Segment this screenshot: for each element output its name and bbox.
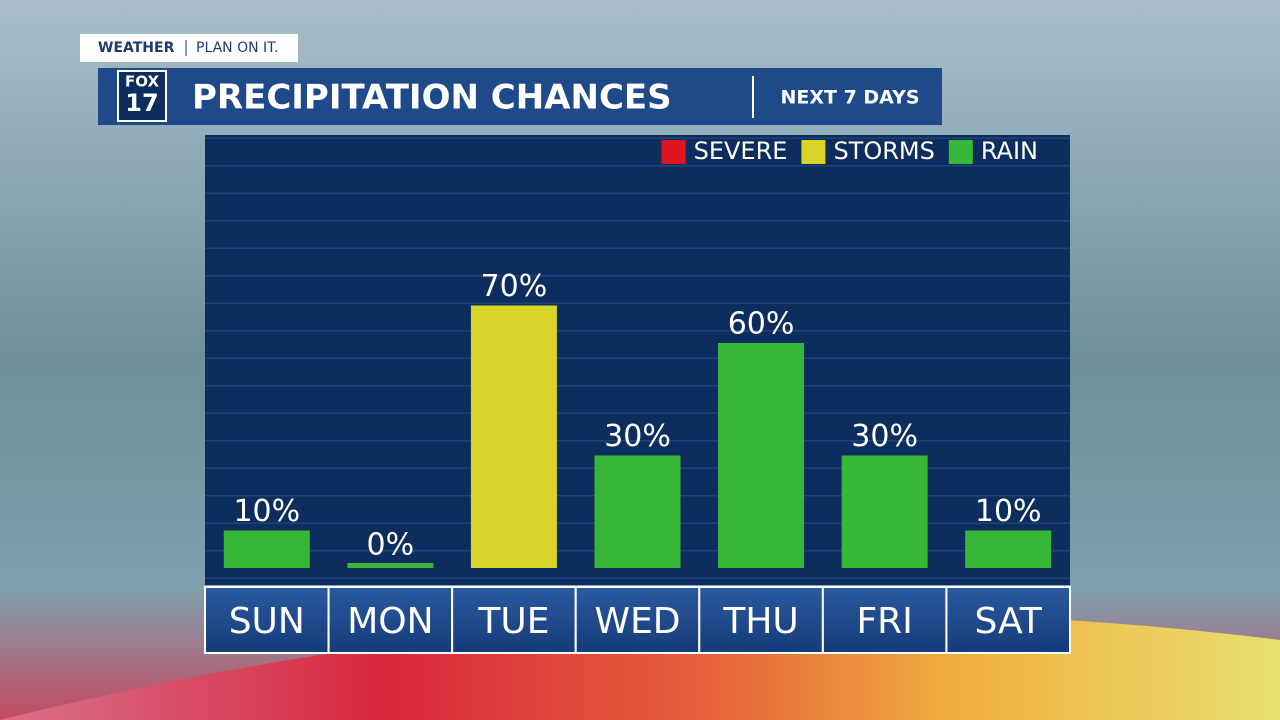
x-tick-label: FRI	[856, 601, 912, 642]
legend-label: SEVERE	[694, 137, 788, 165]
x-tick-label: TUE	[477, 601, 549, 642]
x-tick-label: THU	[722, 601, 798, 642]
x-tick-label: MON	[347, 601, 433, 642]
chart-title: PRECIPITATION CHANCES	[192, 78, 672, 118]
legend-swatch	[801, 140, 826, 164]
x-tick-label: WED	[594, 601, 680, 642]
bar	[718, 343, 805, 568]
value-label: 0%	[367, 528, 415, 563]
bar	[347, 563, 434, 568]
x-tick-label: SAT	[975, 601, 1043, 642]
value-label: 70%	[481, 269, 548, 304]
legend-swatch	[661, 140, 686, 164]
bar	[965, 530, 1052, 568]
bar	[841, 455, 928, 568]
value-label: 30%	[604, 419, 671, 454]
day-box	[451, 586, 577, 654]
day-box	[574, 586, 701, 654]
tagline: PLAN ON IT.	[196, 40, 278, 56]
brand-tag	[80, 34, 298, 62]
logo-top: FOX	[125, 73, 159, 91]
x-tick-label: SUN	[229, 601, 305, 642]
value-label: 30%	[851, 419, 918, 454]
value-label: 60%	[728, 307, 795, 342]
logo	[117, 70, 167, 122]
bar	[470, 305, 557, 568]
section: WEATHER	[98, 40, 175, 56]
day-box	[945, 586, 1072, 654]
legend-label: STORMS	[833, 137, 934, 165]
day-box	[327, 586, 454, 654]
bar	[223, 530, 310, 568]
day-box	[698, 586, 824, 654]
title-bar	[98, 68, 942, 125]
bar	[594, 455, 681, 568]
value-label: 10%	[233, 494, 300, 529]
chart-subtitle: NEXT 7 DAYS	[780, 87, 919, 109]
value-label: 10%	[975, 494, 1042, 529]
logo-bottom: 17	[125, 89, 158, 117]
legend-label: RAIN	[981, 137, 1038, 165]
legend-swatch	[948, 140, 973, 164]
